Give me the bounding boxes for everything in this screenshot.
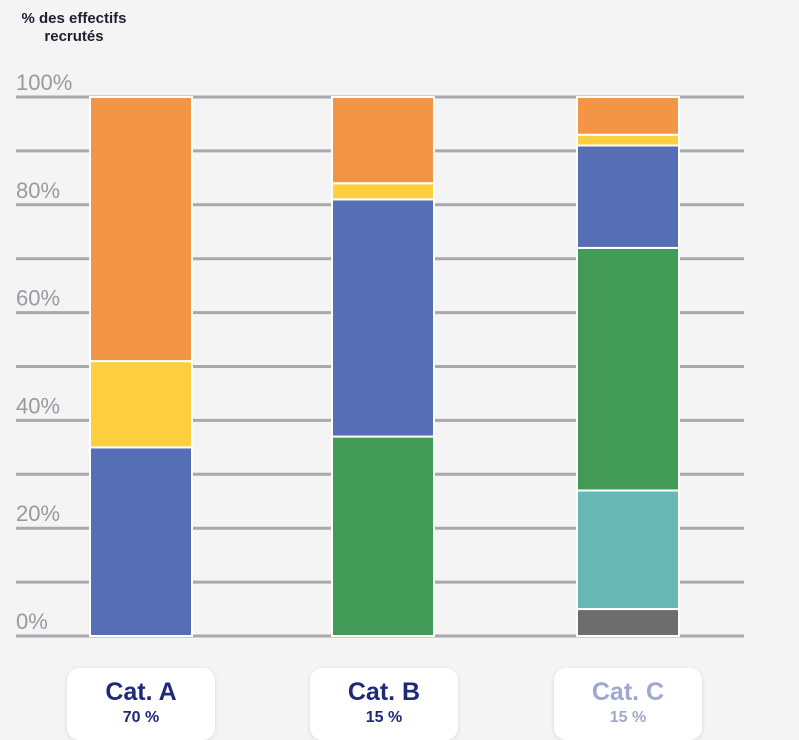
y-tick-label: 20%	[16, 501, 60, 526]
y-axis-title: % des effectifs recrutés	[14, 10, 134, 46]
bar-segment	[89, 96, 193, 363]
stacked-bar-chart: 0% 20% 40% 60% 80% 100%	[12, 70, 744, 638]
bar-segment	[576, 246, 680, 492]
bar-segment	[576, 608, 680, 637]
bar-segment	[89, 360, 193, 449]
y-tick-label-bg	[12, 286, 78, 309]
y-tick-label: 0%	[16, 609, 48, 634]
y-tick-label: 40%	[16, 393, 60, 418]
category-name-c: Cat. C	[591, 678, 665, 706]
bar-segment	[576, 489, 680, 611]
y-axis-title-line2: recrutés	[44, 28, 104, 45]
bar-segment	[331, 96, 435, 185]
bar-segment	[576, 133, 680, 147]
y-tick-label: 100%	[16, 70, 72, 95]
bar-segment	[576, 96, 680, 136]
y-tick-label-bg	[12, 178, 78, 201]
category-share-a: 70 %	[122, 709, 160, 726]
category-name-b: Cat. B	[347, 678, 421, 706]
bars	[89, 96, 680, 637]
bar-segment	[331, 435, 435, 637]
category-name-a: Cat. A	[105, 678, 177, 706]
category-label-c: Cat. C 15 %	[554, 668, 702, 740]
bar-segment	[89, 446, 193, 637]
y-tick-label-bg	[12, 394, 78, 417]
y-tick-label: 80%	[16, 178, 60, 203]
category-share-c: 15 %	[609, 709, 647, 726]
bar-segment	[331, 198, 435, 438]
bar-segment	[331, 182, 435, 201]
category-share-b: 15 %	[365, 709, 403, 726]
y-tick-label-bg	[12, 71, 78, 93]
bar-segment	[576, 144, 680, 249]
category-label-a: Cat. A 70 %	[67, 668, 215, 740]
category-label-b: Cat. B 15 %	[310, 668, 458, 740]
y-tick-label: 60%	[16, 286, 60, 311]
y-tick-label-bg	[12, 610, 78, 632]
y-tick-labels: 0% 20% 40% 60% 80% 100%	[12, 70, 78, 634]
y-axis-title-line1: % des effectifs	[21, 10, 127, 27]
y-tick-label-bg	[12, 502, 78, 525]
